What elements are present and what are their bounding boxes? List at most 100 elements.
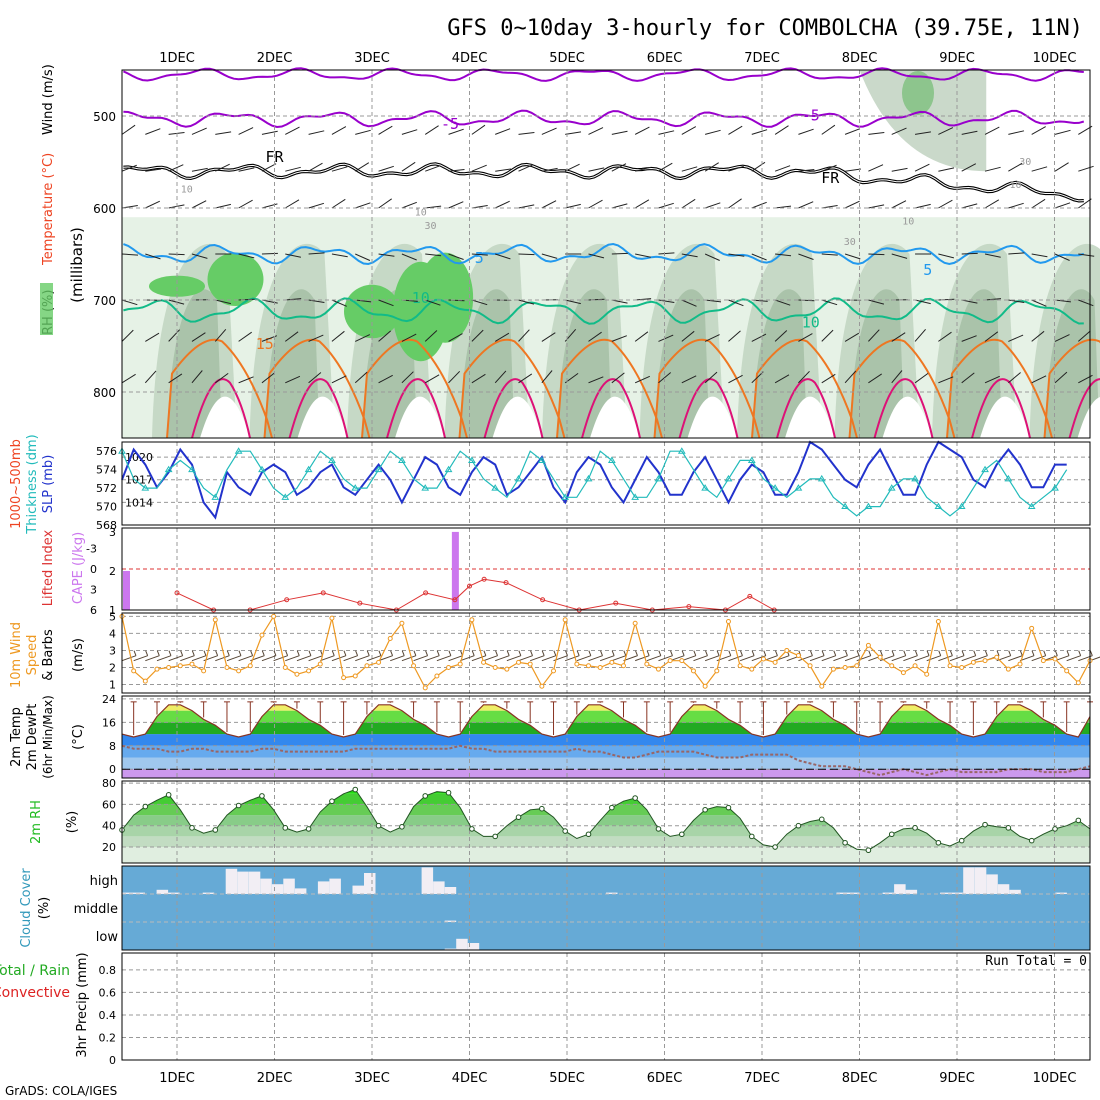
contour-freezing-inner — [123, 163, 1084, 202]
wind-barb — [704, 334, 720, 342]
wind-speed-marker — [189, 661, 195, 667]
y-tick-label-left: 576 — [96, 445, 117, 458]
wind-speed-marker — [959, 664, 965, 670]
wind-barb — [1031, 253, 1048, 258]
wind-barb — [891, 127, 907, 135]
rh-marker — [399, 823, 405, 830]
rh-shade-dark — [167, 289, 222, 438]
wind-speed-marker — [667, 658, 673, 664]
rh-marker — [165, 792, 172, 798]
wind-speed-marker — [154, 666, 160, 672]
wind-barb-flag — [238, 650, 242, 656]
wind-barb — [868, 204, 885, 209]
wind-barb — [168, 164, 184, 172]
y-axis-units: 3hr Precip (mm) — [75, 952, 90, 1057]
wind-barb-flag — [355, 650, 359, 656]
wind-barb-flag — [705, 650, 708, 656]
wind-barb — [891, 370, 903, 384]
wind-barb — [611, 299, 628, 304]
wind-barb — [518, 329, 530, 342]
wind-barb — [844, 128, 861, 135]
rh-band — [122, 825, 1090, 837]
wind-barb-flag — [1019, 650, 1023, 656]
wind-barb-flag — [203, 650, 207, 656]
wind-barb — [238, 127, 254, 135]
rh-shade-dark — [1044, 289, 1100, 438]
wind-barb — [121, 329, 134, 342]
rh-marker — [375, 822, 382, 829]
thickness-marker — [398, 456, 406, 463]
wind-barb — [436, 655, 452, 662]
wind-barb-flag — [425, 650, 429, 656]
rh-marker — [235, 802, 242, 809]
wind-barb-flag — [226, 650, 230, 656]
lifted-index-marker — [320, 590, 326, 596]
panel-frame — [121, 69, 1091, 439]
wind-barb — [1031, 198, 1046, 209]
wind-barb — [611, 130, 628, 135]
cloud-bar-high — [940, 892, 952, 894]
wind-speed-marker — [282, 664, 288, 670]
wind-barb — [285, 126, 300, 135]
wind-barb — [844, 332, 860, 342]
wind-barb — [588, 331, 602, 342]
credit-label: GrADS: COLA/IGES — [5, 1084, 117, 1098]
wind-barb — [798, 169, 815, 172]
wind-barb — [775, 253, 792, 257]
wind-barb — [914, 163, 930, 172]
wind-barb — [704, 655, 720, 662]
rh-marker — [772, 844, 778, 850]
lifted-index-marker — [481, 576, 487, 582]
y-tick-label: 4 — [109, 627, 116, 640]
wind-speed-marker — [1064, 668, 1070, 674]
wind-barb — [728, 330, 741, 342]
wind-speed-marker — [1075, 680, 1081, 686]
y-axis-label-total: Total / Rain — [0, 963, 70, 979]
wind-barb-flag — [1043, 650, 1047, 656]
cape-bar — [123, 570, 130, 610]
y-tick-label: 80 — [102, 777, 116, 790]
wind-barb — [471, 164, 487, 172]
rh-marker — [655, 826, 662, 832]
panel-frame — [121, 780, 1091, 864]
wind-barb — [378, 125, 393, 135]
wind-speed-marker — [387, 636, 393, 642]
wind-barb — [961, 335, 977, 342]
thickness-marker — [164, 465, 173, 473]
wind-barb-flag — [1066, 650, 1070, 656]
wind-barb — [891, 167, 908, 172]
wind-barb — [634, 199, 650, 209]
wind-barb — [751, 333, 767, 342]
wind-barb — [844, 253, 861, 260]
cloud-bar-high — [283, 878, 295, 894]
wind-speed-marker — [364, 663, 370, 669]
cloud-bar-high — [133, 892, 145, 894]
rh-marker — [795, 822, 802, 829]
date-label-bottom: 10DEC — [1033, 1071, 1077, 1086]
wind-barb — [191, 200, 207, 209]
wind-barb-flag — [623, 650, 627, 656]
rh-marker — [539, 805, 545, 812]
cloud-bar-high — [168, 892, 180, 894]
y-axis-label-wind: 10m Wind — [9, 622, 24, 688]
thickness-marker — [1051, 484, 1059, 491]
y-tick-label-left: 572 — [96, 482, 117, 495]
wind-barb — [914, 203, 931, 209]
wind-barb — [728, 253, 745, 257]
cloud-bar-middle — [444, 920, 457, 922]
cloud-bar-low — [467, 943, 480, 950]
wind-speed-marker — [655, 666, 661, 672]
wind-barb — [541, 332, 556, 342]
thickness-marker — [141, 484, 150, 491]
wind-barb-flag — [611, 650, 615, 656]
cloud-cover-panel: high middle low Cloud Cover (%) — [19, 865, 1091, 951]
wind-barb — [588, 199, 603, 209]
rh-band — [122, 815, 1090, 826]
upper-air-panel: -5 -5FRFR55101015101030301030105006007008… — [40, 64, 1100, 439]
wind-barb-flag — [261, 650, 265, 656]
cloud-bar-high — [905, 889, 918, 894]
wind-barb — [658, 162, 673, 172]
wind-speed-marker — [212, 617, 218, 623]
thickness-marker — [281, 493, 290, 500]
